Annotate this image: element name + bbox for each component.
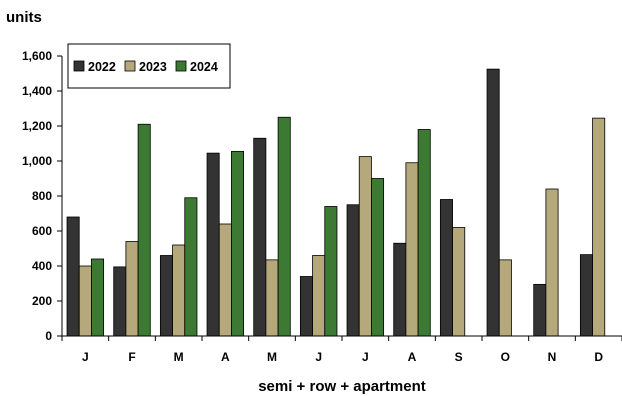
bar-2022-0 (66, 216, 80, 337)
bar-2024-6 (371, 178, 385, 337)
y-axis-title: units (6, 9, 42, 26)
legend-label-2023: 2023 (139, 60, 167, 74)
x-tick-label: A (408, 350, 417, 364)
bar-2022-1 (113, 266, 127, 337)
x-tick-label: N (548, 350, 557, 364)
x-tick-label: F (128, 350, 135, 364)
legend-swatch-2022 (73, 60, 85, 72)
bars (66, 68, 606, 337)
bar-2022-2 (159, 255, 173, 337)
bar-2024-1 (137, 123, 151, 337)
bar-2022-10 (533, 283, 547, 337)
bar-2022-8 (439, 199, 453, 337)
bar-2023-10 (545, 188, 559, 337)
bar-2024-0 (91, 258, 105, 337)
bar-2023-0 (78, 265, 92, 337)
y-tick-label: 800 (32, 189, 52, 203)
bar-2023-6 (358, 156, 372, 337)
bar-2022-11 (579, 254, 593, 337)
legend-label-2024: 2024 (190, 60, 218, 74)
legend-label-2022: 2022 (88, 60, 116, 74)
bar-2023-5 (312, 255, 326, 337)
bar-2022-5 (299, 276, 313, 337)
x-tick-label: J (82, 350, 89, 364)
y-tick-label: 400 (32, 259, 52, 273)
bar-2023-3 (218, 223, 232, 337)
bar-2023-7 (405, 162, 419, 337)
x-tick-label: J (315, 350, 322, 364)
x-tick-label: O (501, 350, 510, 364)
y-axis-ticks: 0 200 400 600 800 1,000 1,200 1,400 1,600 (22, 49, 62, 343)
bar-2022-6 (346, 204, 360, 337)
bar-2022-3 (206, 152, 220, 337)
bar-2024-5 (324, 206, 338, 337)
bar-2023-4 (265, 259, 279, 337)
y-tick-label: 1,200 (22, 119, 52, 133)
bar-2022-4 (253, 137, 267, 337)
bar-2023-2 (172, 244, 186, 337)
x-tick-label: M (174, 350, 184, 364)
y-tick-label: 1,400 (22, 84, 52, 98)
x-axis-title: semi + row + apartment (258, 378, 426, 395)
y-tick-label: 0 (45, 329, 52, 343)
bar-2023-11 (592, 117, 606, 337)
bar-2022-9 (486, 68, 500, 337)
bar-2024-4 (277, 116, 291, 337)
x-tick-label: M (267, 350, 277, 364)
legend: 2022 2023 2024 (67, 43, 231, 89)
y-tick-label: 1,000 (22, 154, 52, 168)
x-tick-label: D (594, 350, 603, 364)
bar-2023-9 (498, 259, 512, 337)
bar-2024-2 (184, 197, 198, 337)
bar-2023-8 (452, 227, 466, 337)
y-tick-label: 600 (32, 224, 52, 238)
bar-2023-1 (125, 241, 139, 337)
y-tick-label: 200 (32, 294, 52, 308)
legend-box (67, 43, 231, 89)
x-tick-label: J (362, 350, 369, 364)
x-tick-label: S (455, 350, 463, 364)
legend-swatch-2023 (124, 60, 136, 72)
y-tick-label: 1,600 (22, 49, 52, 63)
bar-2024-7 (417, 129, 431, 337)
bar-2022-7 (393, 242, 407, 337)
x-tick-label: A (221, 350, 230, 364)
bar-2024-3 (231, 150, 245, 337)
legend-swatch-2024 (175, 60, 187, 72)
